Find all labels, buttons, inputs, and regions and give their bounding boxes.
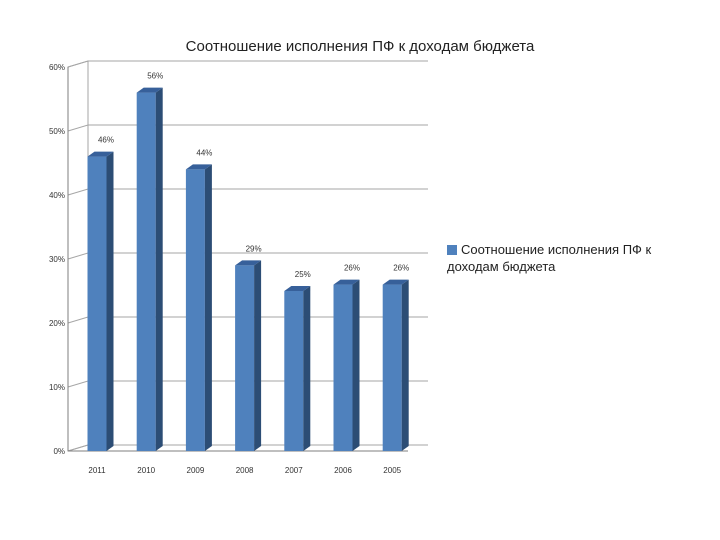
- data-label: 44%: [196, 148, 212, 157]
- y-tick-label: 20%: [49, 319, 65, 328]
- bar-side: [254, 260, 262, 451]
- data-label: 46%: [98, 136, 114, 145]
- legend-label: Соотношение исполнения ПФ к доходам бюдж…: [447, 242, 652, 274]
- bar: [382, 284, 402, 451]
- chart-title: Соотношение исполнения ПФ к доходам бюдж…: [185, 38, 535, 55]
- y-tick-label: 60%: [49, 63, 65, 72]
- y-tick-label: 50%: [49, 127, 65, 136]
- data-label: 26%: [393, 264, 409, 273]
- bar-side: [352, 279, 360, 451]
- bar: [333, 284, 353, 451]
- legend: Соотношение исполнения ПФ к доходам бюдж…: [447, 241, 677, 275]
- bar-top: [136, 87, 163, 93]
- gridline: [67, 252, 428, 260]
- x-tick-label: 2011: [88, 466, 106, 475]
- bar: [136, 92, 156, 451]
- bar-top: [87, 151, 114, 157]
- bar-top: [185, 164, 212, 170]
- gridline: [67, 188, 428, 196]
- bar: [185, 169, 205, 451]
- x-tick-label: 2009: [187, 466, 205, 475]
- bar-top: [284, 286, 311, 291]
- y-tick-label: 30%: [49, 255, 65, 264]
- bar: [87, 156, 107, 451]
- x-tick-label: 2007: [285, 466, 303, 475]
- bar: [284, 291, 304, 451]
- data-label: 29%: [246, 244, 262, 253]
- bar-side: [303, 286, 311, 451]
- bar-side: [106, 151, 114, 451]
- bar: [235, 265, 255, 451]
- data-label: 26%: [344, 264, 360, 273]
- data-label: 25%: [295, 270, 311, 279]
- gridline: [67, 60, 428, 68]
- x-tick-label: 2010: [137, 466, 155, 475]
- bar-side: [155, 87, 163, 451]
- bar-side: [204, 164, 212, 451]
- y-tick-label: 0%: [53, 447, 65, 456]
- x-tick-label: 2008: [236, 466, 254, 475]
- gridline: [67, 124, 428, 132]
- data-label: 56%: [147, 72, 163, 81]
- bar-top: [382, 279, 409, 285]
- legend-swatch: [447, 245, 457, 255]
- bar-side: [401, 279, 409, 451]
- x-tick-label: 2005: [383, 466, 401, 475]
- y-tick-label: 40%: [49, 191, 65, 200]
- bar-top: [333, 279, 360, 285]
- bar-top: [235, 260, 262, 266]
- x-tick-label: 2006: [334, 466, 352, 475]
- y-tick-label: 10%: [49, 383, 65, 392]
